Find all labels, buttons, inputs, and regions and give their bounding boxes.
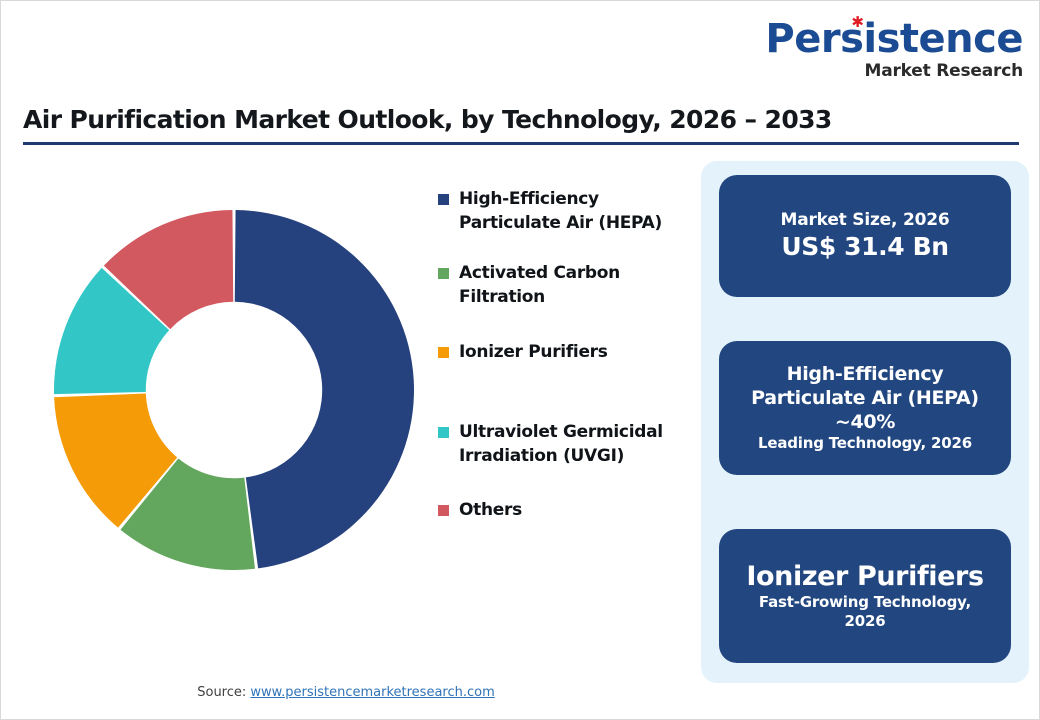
leading-technology-label: Leading Technology, 2026 [757, 434, 972, 453]
company-logo: Persistence ✱ Market Research [765, 15, 1023, 81]
market-size-value: US$ 31.4 Bn [781, 232, 949, 262]
title-divider [23, 142, 1019, 145]
source-link[interactable]: www.persistencemarketresearch.com [250, 685, 495, 700]
donut-chart [54, 210, 414, 570]
chart-legend: High-Efficiency Particulate Air (HEPA) A… [438, 187, 696, 522]
fast-growing-technology-card[interactable]: Ionizer Purifiers Fast-Growing Technolog… [719, 529, 1011, 663]
legend-label: Others [459, 499, 522, 520]
donut-slice-group [54, 210, 414, 570]
legend-swatch-icon [438, 346, 449, 358]
page-title: Air Purification Market Outlook, by Tech… [23, 105, 832, 134]
legend-swatch-icon [438, 426, 449, 438]
legend-label: Activated Carbon Filtration [459, 263, 620, 308]
market-size-card[interactable]: Market Size, 2026 US$ 31.4 Bn [719, 175, 1011, 297]
page-title-block: Air Purification Market Outlook, by Tech… [23, 105, 1019, 145]
logo-subtitle: Market Research [864, 61, 1023, 81]
donut-slice[interactable] [54, 267, 170, 395]
leading-technology-card[interactable]: High-Efficiency Particulate Air (HEPA) ~… [719, 341, 1011, 475]
fast-growing-technology-name: Ionizer Purifiers [746, 561, 984, 593]
fast-growing-technology-label-line1: Fast-Growing Technology, [758, 593, 972, 612]
leading-technology-name-line1: High-Efficiency [786, 363, 944, 385]
source-line: Source: www.persistencemarketresearch.co… [1, 685, 691, 700]
legend-item-hepa[interactable]: High-Efficiency Particulate Air (HEPA) [438, 187, 696, 235]
logo-wordmark: Persistence ✱ [765, 15, 1023, 62]
leading-technology-name-line2: Particulate Air (HEPA) [751, 386, 979, 409]
legend-item-ionizer[interactable]: Ionizer Purifiers [438, 340, 696, 364]
source-label: Source: [197, 685, 251, 700]
legend-label: High-Efficiency Particulate Air (HEPA) [459, 189, 662, 234]
leading-technology-share: ~40% [834, 410, 896, 433]
asterisk-icon: ✱ [851, 13, 864, 31]
donut-slice[interactable] [120, 458, 256, 570]
legend-swatch-icon [438, 268, 449, 280]
legend-swatch-icon [438, 504, 449, 516]
legend-label: Ultraviolet Germicidal Irradiation (UVGI… [459, 421, 663, 466]
legend-item-uvgi[interactable]: Ultraviolet Germicidal Irradiation (UVGI… [438, 420, 696, 468]
legend-swatch-icon [438, 194, 449, 205]
fast-growing-technology-label-line2: 2026 [844, 612, 886, 631]
donut-slice[interactable] [103, 210, 234, 330]
legend-item-others[interactable]: Others [438, 498, 696, 522]
market-size-label: Market Size, 2026 [780, 210, 950, 231]
legend-item-activated-carbon[interactable]: Activated Carbon Filtration [438, 261, 696, 309]
donut-slice[interactable] [54, 393, 178, 528]
donut-chart-svg [54, 210, 414, 570]
highlights-panel: Market Size, 2026 US$ 31.4 Bn High-Effic… [701, 161, 1029, 683]
logo-word-text: Persistence [765, 16, 1023, 62]
legend-label: Ionizer Purifiers [459, 341, 608, 362]
donut-slice[interactable] [234, 210, 414, 569]
